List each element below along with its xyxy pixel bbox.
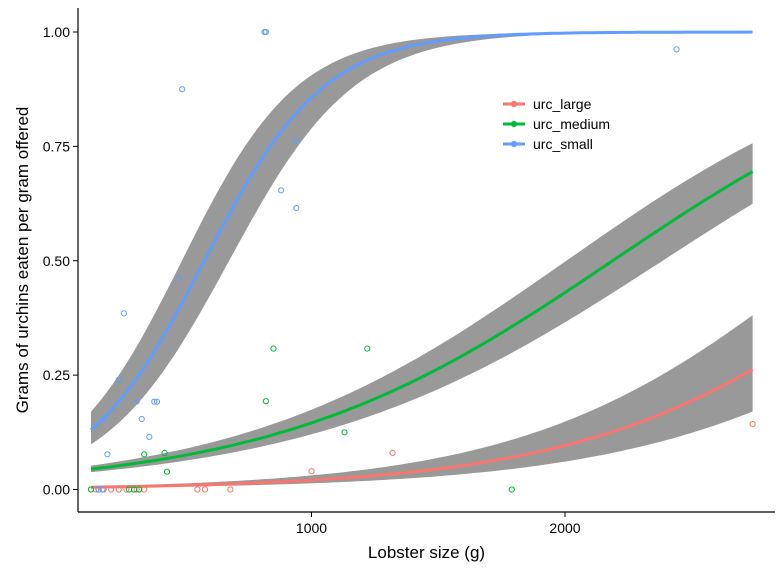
- data-point: [120, 310, 128, 317]
- confidence-band-urc-small: [91, 32, 753, 445]
- legend-label: urc_small: [533, 136, 593, 152]
- data-point: [99, 486, 106, 493]
- data-point: [87, 486, 95, 493]
- data-point: [749, 421, 756, 428]
- data-point: [133, 486, 140, 493]
- y-tick-label: 0.25: [43, 367, 70, 383]
- confidence-band-urc-large: [91, 315, 753, 488]
- data-point: [201, 486, 209, 493]
- x-axis-title: Lobster size (g): [368, 543, 485, 562]
- legend-item-urc-large: urc_large: [503, 96, 592, 112]
- data-point: [341, 429, 348, 436]
- data-point: [278, 187, 285, 194]
- data-point: [133, 398, 140, 405]
- y-axis-title: Grams of urchins eaten per gram offered: [13, 107, 32, 414]
- data-point: [163, 468, 171, 475]
- fit-line-urc-large: [90, 368, 754, 489]
- y-tick-label: 0.50: [43, 253, 70, 269]
- data-point: [123, 486, 130, 493]
- data-point: [115, 486, 122, 493]
- data-point: [136, 486, 143, 493]
- legend-item-urc-small: urc_small: [503, 136, 593, 152]
- data-point: [108, 486, 115, 493]
- data-point: [194, 486, 201, 493]
- data-point: [100, 415, 107, 423]
- y-tick-label: 0.00: [43, 482, 70, 498]
- data-point: [389, 449, 396, 456]
- data-point: [104, 451, 111, 458]
- y-tick-label: 1.00: [43, 24, 70, 40]
- fit-line-urc-small: [90, 30, 753, 432]
- fit-line-urc-medium: [90, 170, 754, 471]
- legend-marker: [510, 100, 518, 108]
- data-point: [673, 46, 680, 53]
- data-point: [179, 86, 186, 93]
- data-point: [293, 205, 300, 212]
- data-point: [508, 486, 515, 493]
- data-point: [95, 486, 102, 493]
- data-point: [146, 433, 153, 440]
- legend-item-urc-medium: urc_medium: [503, 116, 610, 132]
- data-point: [151, 398, 158, 405]
- data-point: [262, 398, 269, 405]
- data-point: [153, 398, 160, 405]
- legend-marker: [510, 140, 518, 148]
- data-point: [161, 449, 168, 456]
- data-point: [262, 28, 269, 36]
- fit-lines: [90, 30, 754, 489]
- legend: urc_large urc_medium urc_small: [503, 96, 610, 152]
- data-points: [87, 28, 756, 493]
- x-tick-label: 2000: [549, 520, 580, 536]
- data-point: [270, 345, 277, 352]
- axes: 0.00 0.25 0.50 0.75 1.00 1000 2000: [43, 8, 775, 536]
- data-point: [364, 345, 371, 352]
- confidence-bands: [91, 32, 753, 488]
- x-tick-label: 1000: [296, 520, 327, 536]
- legend-label: urc_large: [533, 96, 592, 112]
- legend-label: urc_medium: [533, 116, 610, 132]
- data-point: [308, 468, 315, 475]
- data-point: [141, 451, 148, 458]
- legend-marker: [510, 120, 518, 128]
- y-tick-label: 0.75: [43, 138, 70, 154]
- data-point: [115, 376, 122, 383]
- data-point: [175, 275, 182, 282]
- data-point: [227, 486, 234, 493]
- data-point: [293, 137, 300, 144]
- data-point: [138, 415, 145, 423]
